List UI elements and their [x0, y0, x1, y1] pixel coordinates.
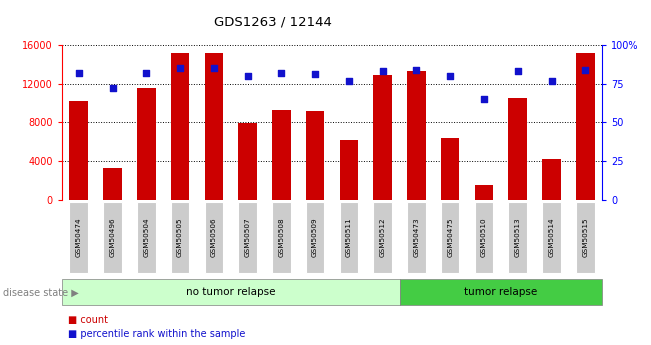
Bar — [508, 98, 527, 200]
Text: no tumor relapse: no tumor relapse — [186, 287, 275, 297]
Point — [445, 73, 456, 79]
Bar — [576, 52, 594, 200]
Text: disease state ▶: disease state ▶ — [3, 287, 79, 297]
FancyBboxPatch shape — [576, 202, 594, 273]
Point — [512, 68, 523, 74]
Text: tumor relapse: tumor relapse — [464, 287, 538, 297]
Bar — [407, 71, 426, 200]
Text: ■ count: ■ count — [68, 315, 108, 325]
Text: GSM50506: GSM50506 — [211, 217, 217, 257]
Point — [242, 73, 253, 79]
Bar — [272, 110, 290, 200]
FancyBboxPatch shape — [508, 202, 527, 273]
Point — [378, 68, 388, 74]
FancyBboxPatch shape — [272, 202, 290, 273]
FancyBboxPatch shape — [62, 279, 400, 305]
Point — [546, 78, 557, 83]
FancyBboxPatch shape — [441, 202, 460, 273]
Bar — [441, 138, 460, 200]
Text: GSM50513: GSM50513 — [515, 217, 521, 257]
Bar — [238, 124, 257, 200]
Bar — [306, 111, 324, 200]
Point — [310, 72, 320, 77]
Bar — [70, 101, 88, 200]
Text: GSM50515: GSM50515 — [582, 217, 589, 257]
Bar — [340, 140, 358, 200]
Text: GSM50508: GSM50508 — [279, 217, 284, 257]
Text: GSM50496: GSM50496 — [109, 217, 115, 257]
Point — [580, 67, 590, 72]
Text: GSM50511: GSM50511 — [346, 217, 352, 257]
Point — [411, 67, 422, 72]
FancyBboxPatch shape — [104, 202, 122, 273]
Point — [478, 96, 489, 102]
FancyBboxPatch shape — [407, 202, 426, 273]
Text: GSM50507: GSM50507 — [245, 217, 251, 257]
FancyBboxPatch shape — [137, 202, 156, 273]
Text: GSM50512: GSM50512 — [380, 217, 385, 257]
Bar — [137, 88, 156, 200]
Bar — [542, 159, 561, 200]
Text: GSM50505: GSM50505 — [177, 217, 183, 257]
FancyBboxPatch shape — [400, 279, 602, 305]
Text: GSM50509: GSM50509 — [312, 217, 318, 257]
Point — [276, 70, 286, 76]
Text: GSM50475: GSM50475 — [447, 217, 453, 257]
FancyBboxPatch shape — [204, 202, 223, 273]
Text: GSM50514: GSM50514 — [549, 217, 555, 257]
Text: GSM50510: GSM50510 — [481, 217, 487, 257]
Point — [141, 70, 152, 76]
Bar — [104, 168, 122, 200]
FancyBboxPatch shape — [171, 202, 189, 273]
FancyBboxPatch shape — [374, 202, 392, 273]
Bar — [171, 52, 189, 200]
Text: GDS1263 / 12144: GDS1263 / 12144 — [214, 16, 333, 29]
Point — [175, 66, 186, 71]
FancyBboxPatch shape — [70, 202, 88, 273]
Text: GSM50474: GSM50474 — [76, 217, 82, 257]
Bar — [204, 52, 223, 200]
FancyBboxPatch shape — [475, 202, 493, 273]
FancyBboxPatch shape — [542, 202, 561, 273]
Point — [208, 66, 219, 71]
Bar — [475, 185, 493, 200]
FancyBboxPatch shape — [238, 202, 257, 273]
Bar — [374, 75, 392, 200]
Point — [107, 86, 118, 91]
Text: ■ percentile rank within the sample: ■ percentile rank within the sample — [68, 329, 245, 338]
Point — [344, 78, 354, 83]
FancyBboxPatch shape — [306, 202, 324, 273]
Text: GSM50504: GSM50504 — [143, 217, 149, 257]
Point — [74, 70, 84, 76]
Text: GSM50473: GSM50473 — [413, 217, 419, 257]
FancyBboxPatch shape — [340, 202, 358, 273]
